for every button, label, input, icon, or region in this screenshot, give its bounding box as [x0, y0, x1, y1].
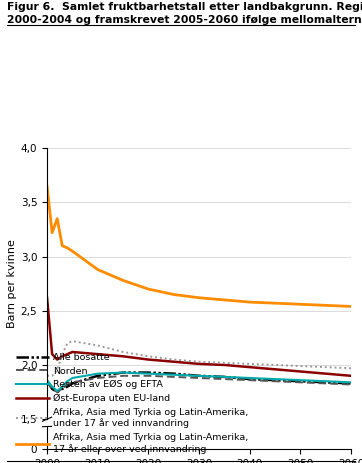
Text: Figur 6.  Samlet fruktbarhetstall etter landbakgrunn. Registrert: Figur 6. Samlet fruktbarhetstall etter l…: [7, 2, 362, 13]
Y-axis label: Barn per kvinne: Barn per kvinne: [7, 239, 17, 328]
Legend: Alle bosatte, Norden, Resten av EØS og EFTA, Øst-Europa uten EU-land, Afrika, As: Alle bosatte, Norden, Resten av EØS og E…: [16, 353, 249, 454]
Text: 2000-2004 og framskrevet 2005-2060 ifølge mellomalternativet: 2000-2004 og framskrevet 2005-2060 ifølg…: [7, 15, 362, 25]
